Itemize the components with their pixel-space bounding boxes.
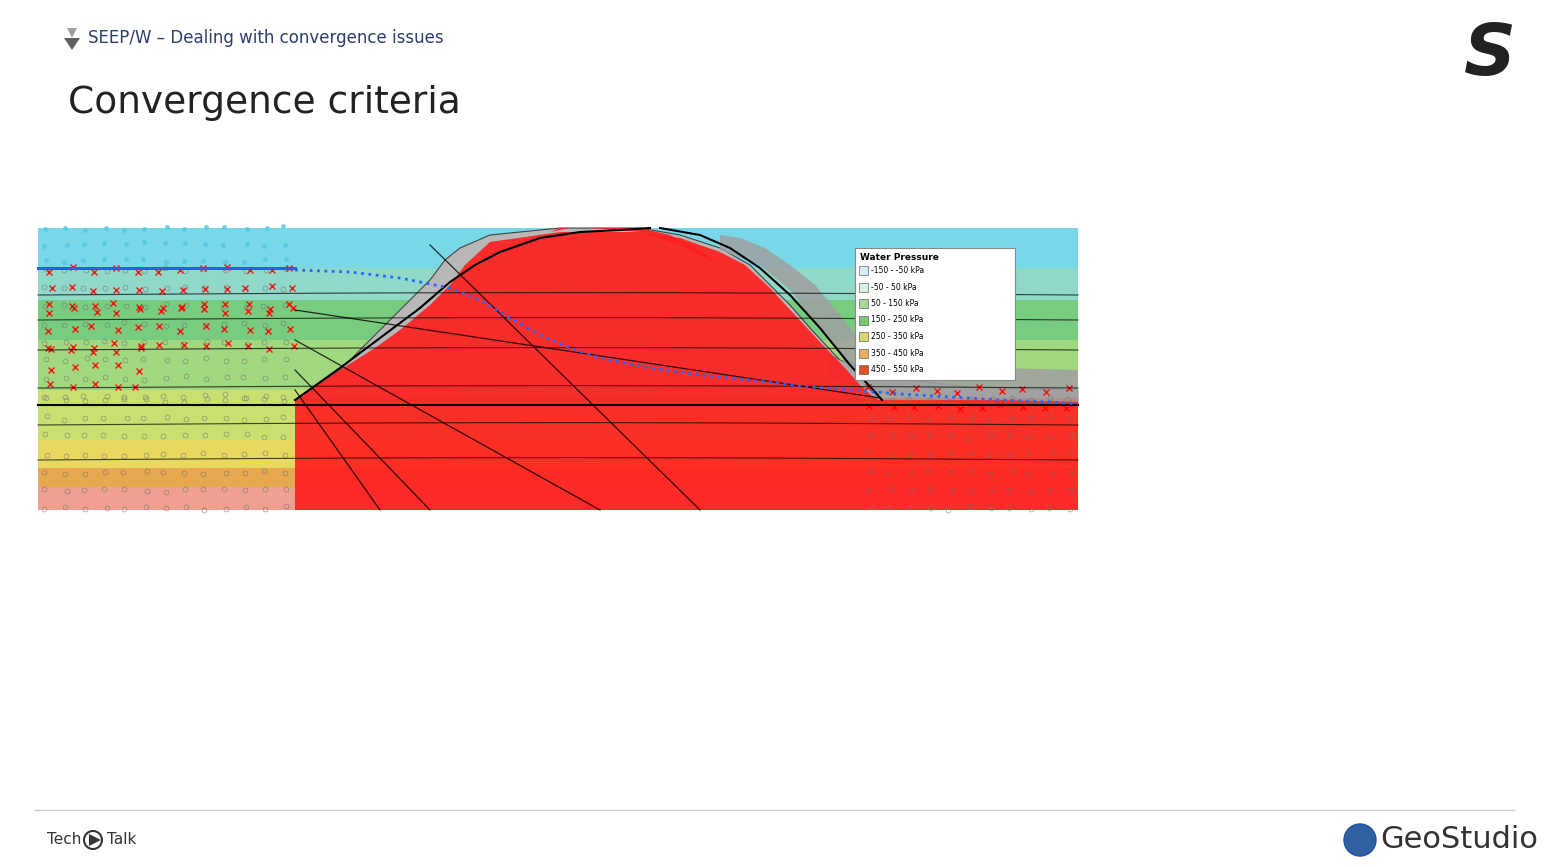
Polygon shape (64, 38, 81, 50)
Polygon shape (67, 28, 77, 38)
Polygon shape (550, 228, 720, 265)
Text: Talk: Talk (107, 832, 136, 848)
Bar (39, 228, 1078, 268)
Polygon shape (294, 228, 880, 400)
Circle shape (1345, 824, 1376, 856)
Bar (39, 487, 1078, 510)
Bar (860, 316, 867, 324)
Text: 450 - 550 kPa: 450 - 550 kPa (871, 365, 923, 374)
Bar (39, 390, 1078, 440)
Bar (860, 283, 867, 291)
Bar (39, 468, 1078, 487)
Bar (39, 300, 1078, 340)
Bar (860, 365, 867, 374)
Text: 250 - 350 kPa: 250 - 350 kPa (871, 332, 923, 341)
Bar (860, 349, 867, 357)
Text: Convergence criteria: Convergence criteria (68, 85, 460, 121)
Polygon shape (830, 355, 1078, 406)
Polygon shape (88, 834, 101, 846)
Polygon shape (720, 235, 1078, 402)
Bar (860, 299, 867, 308)
Text: S: S (1464, 21, 1516, 89)
Text: Tech: Tech (46, 832, 82, 848)
Bar (39, 228, 1078, 510)
Bar (39, 268, 1078, 300)
Text: SEEP/W – Dealing with convergence issues: SEEP/W – Dealing with convergence issues (88, 29, 443, 47)
Text: 150 - 250 kPa: 150 - 250 kPa (871, 316, 923, 324)
Text: -150 - -50 kPa: -150 - -50 kPa (871, 266, 925, 275)
Bar (39, 440, 1078, 468)
Polygon shape (294, 232, 1078, 510)
Text: 350 - 450 kPa: 350 - 450 kPa (871, 349, 923, 357)
Bar (860, 332, 867, 341)
Text: Water Pressure: Water Pressure (860, 253, 939, 262)
Text: 50 - 150 kPa: 50 - 150 kPa (871, 299, 919, 308)
Text: -50 - 50 kPa: -50 - 50 kPa (871, 283, 917, 291)
Bar (860, 266, 867, 275)
Bar (855, 248, 1015, 380)
Text: GeoStudio: GeoStudio (1380, 825, 1538, 855)
Bar (39, 340, 1078, 390)
